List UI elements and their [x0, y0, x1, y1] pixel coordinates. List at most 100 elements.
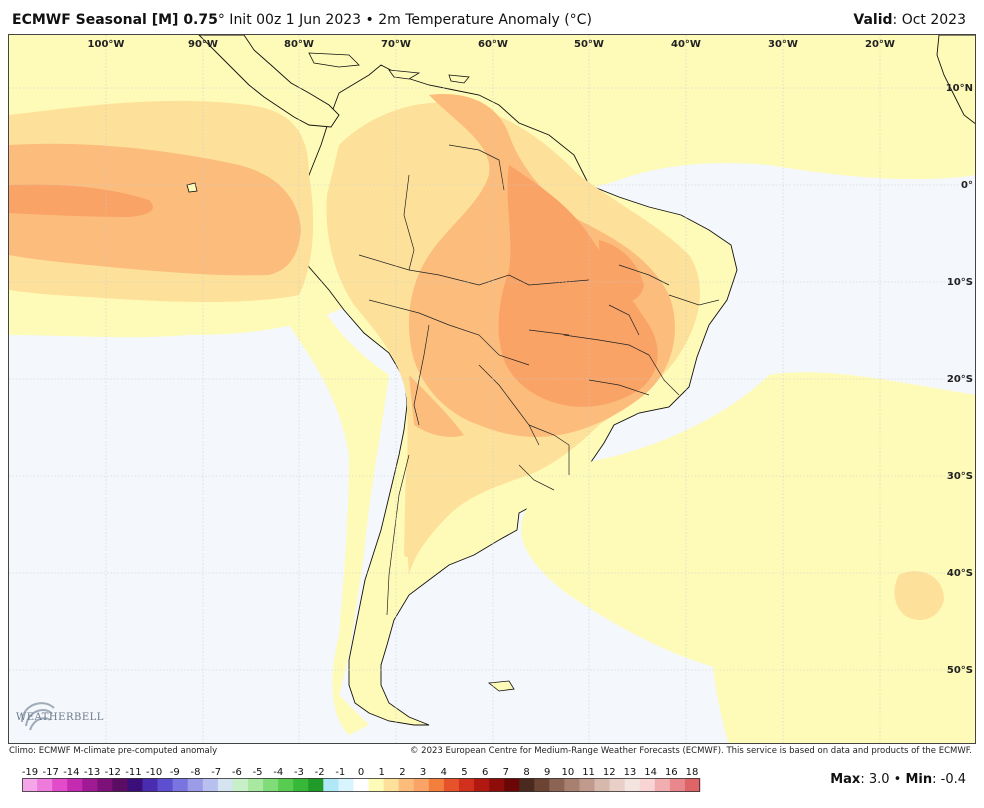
legend-swatch [127, 778, 143, 792]
lat-label-0: 0° [961, 180, 973, 191]
legend-swatch [624, 778, 641, 792]
legend-tick-label: 18 [686, 767, 699, 778]
legend-tick-label: -9 [170, 767, 180, 778]
legend-swatch [157, 778, 173, 792]
legend-swatch [564, 778, 580, 792]
anomaly-band-3-northeast [599, 240, 644, 302]
weatherbell-logo: WEATHERBELL [16, 712, 104, 723]
max-min-stats: Max: 3.0 • Min: -0.4 [830, 772, 966, 787]
legend-swatch [112, 778, 128, 792]
anomaly-band-1-2-south-atlantic-patch [894, 571, 944, 620]
legend-tick-label: -17 [43, 767, 59, 778]
lon-label-100w: 100°W [88, 39, 125, 50]
swirl-logo-icon [21, 702, 55, 731]
legend-swatch [519, 778, 535, 792]
valid-value: : Oct 2023 [892, 12, 966, 28]
lon-label-30w: 30°W [768, 39, 798, 50]
anomaly-band-3-pacific [9, 184, 153, 217]
legend-tick-label: 10 [562, 767, 575, 778]
title-main: ECMWF Seasonal [M] 0.75 [12, 12, 218, 28]
title-sub: ° Init 00z 1 Jun 2023 • 2m Temperature A… [217, 12, 592, 28]
anomaly-band-2-3-bolivia [409, 375, 464, 437]
legend-swatch [398, 778, 415, 792]
lat-label-30s: 30°S [947, 471, 973, 482]
legend-swatch [639, 778, 656, 792]
legend-tick-label: 14 [644, 767, 657, 778]
legend-swatch [308, 778, 324, 792]
lon-label-80w: 80°W [284, 39, 314, 50]
legend-swatch [669, 778, 686, 792]
legend-colorbar: -19 -17 -14 -13 -12 -11 -10 -9 -8 -7 -6 -5 -4 -3 -2 -1 0… [22, 767, 701, 792]
legend-tick-label: -1 [335, 767, 345, 778]
falkland-islands [487, 680, 515, 692]
legend-tick-label: 7 [503, 767, 509, 778]
legend-tick-label: 1 [379, 767, 385, 778]
legend-tick-label: -2 [315, 767, 325, 778]
legend-swatch [82, 778, 98, 792]
max-value: : 3.0 • [860, 772, 902, 787]
west-africa-coast [936, 35, 975, 125]
legend-swatch [67, 778, 83, 792]
legend-swatch [534, 778, 550, 792]
legend-swatch [97, 778, 113, 792]
legend-swatch [579, 778, 595, 792]
legend-swatch [428, 778, 445, 792]
legend-tick-label: 11 [582, 767, 595, 778]
color-legend: -19 -17 -14 -13 -12 -11 -10 -9 -8 -7 -6 -5 -4 -3 -2 -1 0… [22, 764, 702, 796]
legend-swatch [323, 778, 339, 792]
lon-label-40w: 40°W [671, 39, 701, 50]
lon-label-50w: 50°W [574, 39, 604, 50]
legend-tick-label: 2 [399, 767, 405, 778]
chart-title: ECMWF Seasonal [M] 0.75° Init 00z 1 Jun … [12, 12, 592, 28]
legend-tick-label: -10 [146, 767, 162, 778]
legend-tick-label: 13 [624, 767, 637, 778]
legend-tick-label: 5 [461, 767, 467, 778]
legend-tick-label: 0 [358, 767, 364, 778]
legend-tick-label: -8 [191, 767, 201, 778]
valid-label: Valid [853, 12, 893, 28]
lon-label-60w: 60°W [478, 39, 508, 50]
anomaly-band-1-2-chile [404, 455, 422, 557]
lon-label-20w: 20°W [865, 39, 895, 50]
galapagos-islands [186, 182, 198, 193]
central-america-landmass [198, 35, 340, 128]
caribbean-islands [308, 52, 470, 84]
legend-tick-label: 3 [420, 767, 426, 778]
legend-swatch [202, 778, 219, 792]
climo-note: Climo: ECMWF M-climate pre-computed anom… [9, 746, 218, 756]
legend-tick-label: 16 [665, 767, 678, 778]
legend-swatch [232, 778, 249, 792]
legend-swatch [489, 778, 505, 792]
legend-tick-label: -3 [294, 767, 304, 778]
latitude-labels: 10°N 0° 10°S 20°S 30°S 40°S 50°S [946, 83, 973, 676]
legend-tick-label: 6 [482, 767, 488, 778]
legend-tick-label: -13 [84, 767, 100, 778]
legend-swatch [474, 778, 490, 792]
legend-tick-label: 8 [523, 767, 529, 778]
lat-lon-grid [9, 35, 975, 743]
legend-swatch [172, 778, 189, 792]
legend-swatch [383, 778, 399, 792]
legend-swatch [142, 778, 158, 792]
legend-tick-label: 12 [603, 767, 616, 778]
legend-swatch [37, 778, 53, 792]
legend-swatch [217, 778, 234, 792]
longitude-labels: 100°W 90°W 80°W 70°W 60°W 50°W 40°W 30°W… [88, 39, 895, 50]
country-borders [358, 144, 720, 616]
legend-tick-label: -7 [211, 767, 221, 778]
lat-label-50s: 50°S [947, 665, 973, 676]
lat-label-10s: 10°S [947, 277, 973, 288]
legend-tick-label: -12 [105, 767, 121, 778]
map-panel: 100°W 90°W 80°W 70°W 60°W 50°W 40°W 30°W… [8, 34, 976, 744]
legend-swatch [293, 778, 309, 792]
legend-swatch [654, 778, 671, 792]
legend-tick-label: 4 [441, 767, 447, 778]
legend-tick-label: 9 [544, 767, 550, 778]
anomaly-band-0-1-pacific-coast [289, 285, 389, 735]
min-label: Min [905, 772, 933, 787]
legend-swatch [368, 778, 384, 792]
legend-tick-label: -14 [63, 767, 79, 778]
legend-swatch [684, 778, 701, 792]
legend-swatch [187, 778, 204, 792]
legend-swatch [504, 778, 520, 792]
